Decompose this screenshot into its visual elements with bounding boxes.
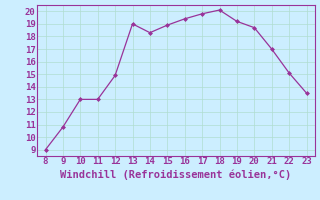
X-axis label: Windchill (Refroidissement éolien,°C): Windchill (Refroidissement éolien,°C) — [60, 169, 292, 180]
